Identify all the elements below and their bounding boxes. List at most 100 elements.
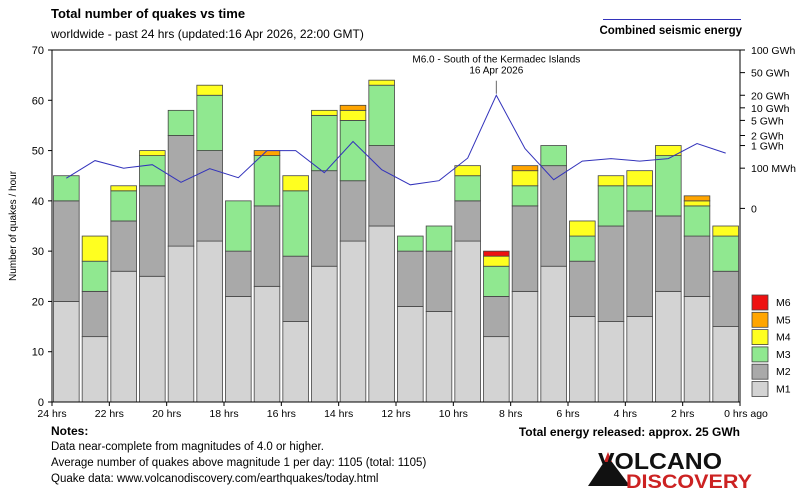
y-tick-label-0: 0: [38, 397, 44, 409]
bar-m2-6: [225, 250, 252, 297]
y-tick-label-70: 70: [32, 45, 44, 57]
bar-m1-10: [339, 240, 367, 403]
bar-m2-9: [311, 170, 338, 267]
bar-m4-20: [626, 170, 653, 187]
bar-m1-13: [425, 311, 453, 403]
volcano-discovery-logo: VOLCANO DISCOVERY: [588, 448, 752, 490]
energy-total: Total energy released: approx. 25 GWh: [518, 425, 740, 439]
bar-m2-11: [368, 145, 395, 227]
bar-m3-23: [712, 235, 739, 272]
energy-line: [66, 94, 726, 186]
bar-m5-7: [253, 150, 281, 156]
note-average: Average number of quakes above magnitude…: [51, 457, 427, 469]
bar-m2-0: [53, 200, 80, 302]
y-tick-label-20: 20: [32, 296, 44, 308]
bar-m1-9: [311, 265, 338, 403]
bar-m3-7: [253, 155, 281, 207]
bar-m2-4: [167, 135, 195, 247]
magnitude-legend: M1 M2 M3 M4 M5 M6: [751, 294, 791, 397]
energy-tick-label-6: 1 GWh: [751, 141, 784, 153]
y-axis-label: Number of quakes / hour: [8, 170, 19, 281]
x-tick-label-3: 18 hrs: [209, 408, 238, 420]
x-tick-label-2: 20 hrs: [152, 408, 181, 420]
bar-m4-21: [655, 145, 682, 157]
bar-m2-10: [339, 180, 367, 242]
x-tick-label-12: 0 hrs ago: [724, 408, 768, 420]
legend-swatch-m4: [751, 329, 769, 346]
x-tick-label-1: 22 hrs: [95, 408, 124, 420]
bar-m1-16: [511, 290, 539, 403]
bar-m6-15: [483, 250, 510, 257]
bar-m3-0: [53, 175, 80, 202]
x-tick-label-6: 12 hrs: [381, 408, 410, 420]
bar-m1-11: [368, 225, 395, 403]
bar-m3-12: [397, 235, 424, 252]
bar-m2-22: [683, 235, 711, 297]
bar-m3-6: [225, 200, 252, 252]
bar-m2-12: [397, 250, 424, 307]
bar-m1-23: [712, 326, 739, 403]
bar-m4-11: [368, 79, 395, 86]
bar-m5-16: [511, 165, 539, 172]
bar-m1-12: [397, 306, 424, 403]
bar-m3-15: [483, 265, 510, 297]
bar-m3-2: [110, 190, 137, 222]
bar-m4-18: [569, 220, 596, 237]
x-tick-label-11: 2 hrs: [671, 408, 694, 420]
annotation-text-line1: M6.0 - South of the Kermadec Islands: [412, 55, 580, 66]
bar-m2-21: [655, 215, 682, 292]
x-tick-label-4: 16 hrs: [267, 408, 296, 420]
energy-tick-label-8: 0: [751, 203, 757, 215]
bar-m3-20: [626, 185, 653, 212]
bar-m2-7: [253, 205, 281, 287]
energy-line-group: [66, 94, 726, 186]
axes-group: 0 10 20 30 40 50 60 70 Number of quakes / hour 24…: [8, 45, 796, 420]
legend-label-m3: M3: [776, 349, 791, 361]
bar-m1-3: [139, 275, 166, 403]
y-tick-label-50: 50: [32, 146, 44, 158]
bar-m1-1: [81, 336, 109, 403]
notes-title: Notes:: [51, 424, 89, 438]
bar-m3-18: [569, 235, 596, 262]
legend-swatch-m2: [751, 363, 769, 380]
logo-lava-shape: [604, 452, 612, 462]
bar-m4-5: [196, 84, 223, 96]
quake-chart: 0 10 20 30 40 50 60 70 Number of quakes / hour 24…: [8, 45, 796, 420]
bar-m4-16: [511, 170, 539, 187]
bar-m4-3: [139, 150, 166, 156]
bar-m1-22: [683, 295, 711, 403]
bar-m2-8: [282, 255, 309, 322]
bar-m3-4: [167, 109, 195, 136]
legend-swatch-m5: [751, 311, 769, 328]
legend-label-m2: M2: [776, 366, 791, 378]
bar-m1-2: [110, 270, 137, 403]
bar-m1-0: [53, 301, 80, 403]
bar-m1-5: [196, 240, 223, 403]
bar-m2-16: [511, 205, 539, 292]
bar-m1-4: [167, 245, 195, 403]
bar-m1-7: [253, 285, 281, 403]
bar-m3-19: [597, 185, 625, 227]
bar-m3-13: [425, 225, 453, 252]
legend-swatch-m1: [751, 381, 769, 397]
bar-m2-3: [139, 185, 166, 277]
chart-title: Total number of quakes vs time: [51, 6, 246, 21]
legend-swatch-m3: [751, 346, 769, 363]
energy-legend-label: Combined seismic energy: [599, 25, 742, 37]
logo-line2: DISCOVERY: [626, 472, 752, 490]
logo-volcano-shape: [588, 462, 630, 486]
bar-m3-5: [196, 94, 223, 151]
bar-m2-1: [81, 290, 109, 338]
y-tick-label-40: 40: [32, 196, 44, 208]
x-tick-label-0: 24 hrs: [37, 408, 66, 420]
chart-subtitle: worldwide - past 24 hrs (updated:16 Apr …: [51, 27, 364, 41]
x-tick-label-7: 10 hrs: [439, 408, 468, 420]
y-tick-label-10: 10: [32, 347, 44, 359]
bar-m5-10: [339, 104, 367, 111]
bar-m3-22: [683, 205, 711, 237]
bar-m3-21: [655, 155, 682, 217]
y-tick-label-30: 30: [32, 246, 44, 258]
annotation-text-line2: 16 Apr 2026: [469, 66, 523, 77]
bar-m1-19: [597, 321, 625, 403]
bar-m1-20: [626, 316, 653, 403]
